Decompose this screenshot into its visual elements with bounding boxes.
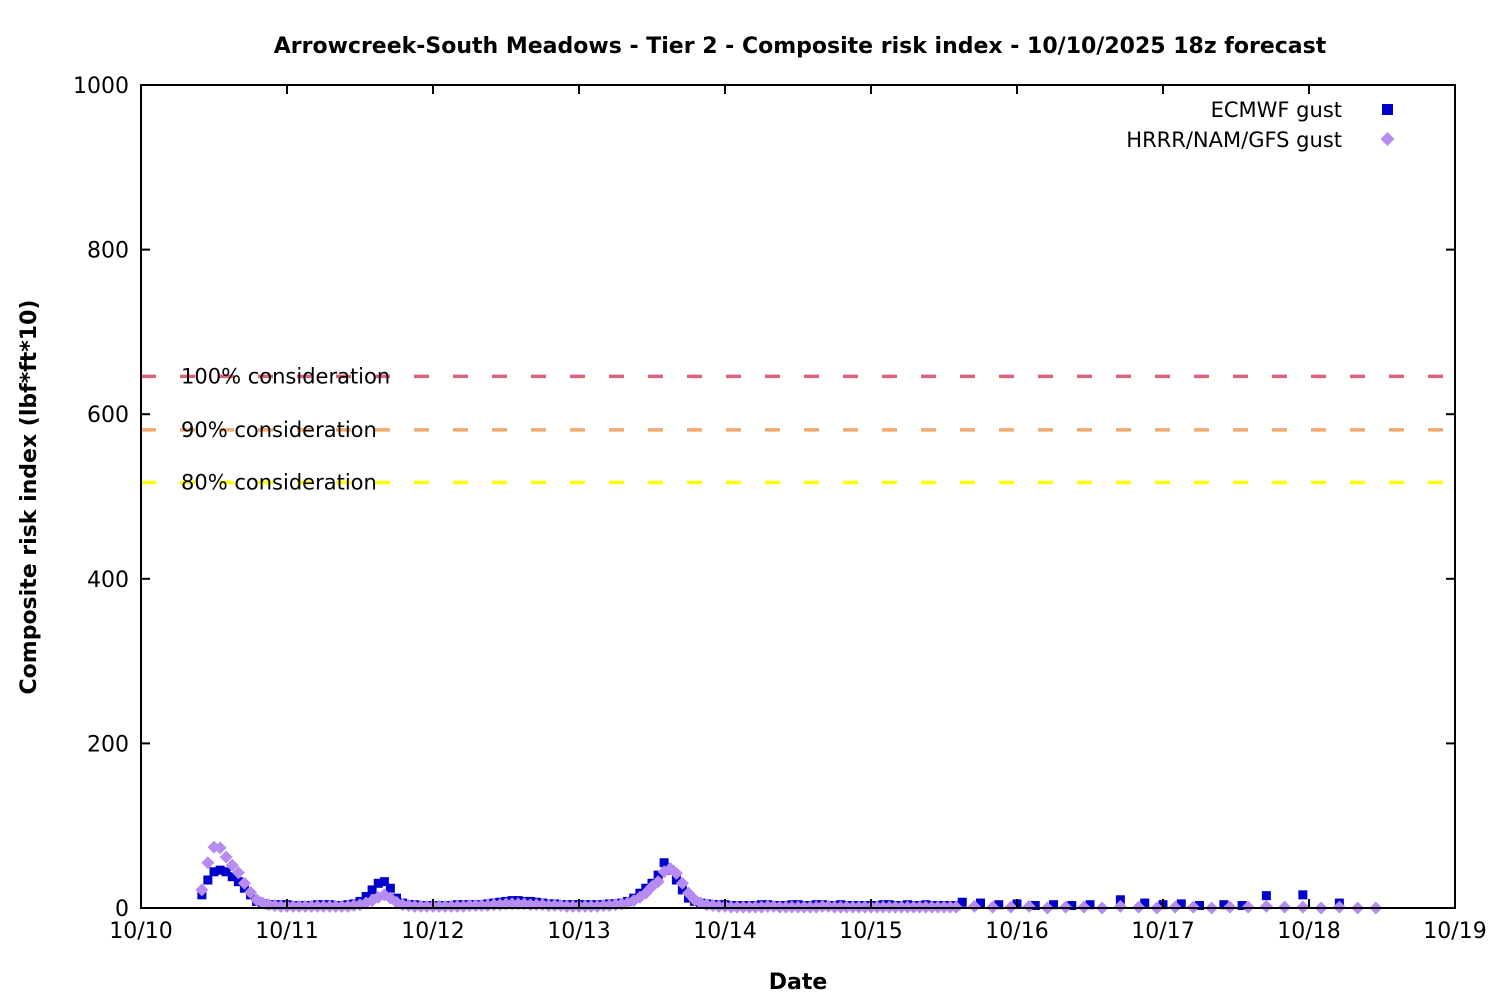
data-point-hrrr-nam-gfs	[195, 883, 209, 897]
data-point-ecmwf	[653, 870, 663, 880]
x-tick-label: 10/12	[401, 919, 464, 944]
y-tick-label: 1000	[73, 74, 129, 99]
data-point-hrrr-nam-gfs	[237, 876, 251, 890]
threshold-lines: 100% consideration 90% consideration 80% c…	[141, 364, 1455, 495]
data-point-ecmwf	[671, 875, 681, 885]
data-point-hrrr-nam-gfs	[1113, 899, 1127, 913]
threshold-label-2: 80% consideration	[181, 471, 377, 495]
data-point-ecmwf	[385, 883, 395, 893]
x-axis-label: Date	[769, 970, 828, 995]
x-tick-label: 10/10	[109, 919, 172, 944]
threshold-label-1: 90% consideration	[181, 418, 377, 442]
data-point-hrrr-nam-gfs	[219, 850, 233, 864]
data-point-ecmwf	[659, 858, 669, 868]
plot-border	[140, 84, 1456, 909]
data-point-ecmwf	[233, 877, 243, 887]
data-point-ecmwf	[677, 885, 687, 895]
data-point-hrrr-nam-gfs	[231, 866, 245, 880]
threshold-label-0: 100% consideration	[181, 364, 390, 388]
data-point-ecmwf	[1140, 898, 1150, 908]
x-tick-label: 10/17	[1131, 919, 1194, 944]
y-tick-label: 600	[87, 403, 129, 428]
x-tick-label: 10/14	[693, 919, 756, 944]
data-point-hrrr-nam-gfs	[669, 866, 683, 880]
data-point-ecmwf	[1085, 900, 1095, 910]
data-point-hrrr-nam-gfs	[967, 899, 981, 913]
x-tick-label: 10/19	[1423, 919, 1486, 944]
data-point-ecmwf	[957, 897, 967, 907]
data-point-hrrr-nam-gfs	[675, 876, 689, 890]
chart-title: Arrowcreek-South Meadows - Tier 2 - Comp…	[274, 34, 1327, 59]
x-tick-label: 10/11	[255, 919, 318, 944]
data-point-ecmwf	[361, 891, 371, 901]
data-point-hrrr-nam-gfs	[225, 858, 239, 872]
data-point-hrrr-nam-gfs	[244, 885, 257, 899]
data-point-ecmwf	[373, 878, 383, 888]
y-tick-label: 400	[87, 568, 129, 593]
y-tick-label: 800	[87, 239, 129, 264]
x-tick-label: 10/16	[985, 919, 1048, 944]
x-tick-label: 10/15	[839, 919, 902, 944]
axes: 0 200 400 600 800 1000 10/10 10/11 10/12 10/13 10/…	[73, 74, 1487, 944]
y-axis-label: Composite risk index (lbf*ft*10)	[17, 300, 42, 695]
data-point-ecmwf	[209, 867, 219, 877]
data-point-ecmwf	[994, 900, 1004, 910]
data-point-ecmwf	[1067, 901, 1077, 911]
data-point-ecmwf	[203, 875, 213, 885]
data-point-ecmwf	[227, 872, 237, 882]
data-point-ecmwf	[221, 867, 231, 877]
data-point-ecmwf	[1195, 901, 1204, 911]
data-point-ecmwf	[379, 877, 389, 887]
data-point-ecmwf	[1237, 901, 1247, 911]
data-point-ecmwf	[1261, 891, 1271, 901]
data-point-ecmwf	[215, 865, 225, 875]
data-point-hrrr-nam-gfs	[1259, 899, 1273, 913]
data-point-ecmwf	[1219, 900, 1229, 910]
data-point-ecmwf	[1030, 901, 1040, 911]
x-tick-label: 10/13	[547, 919, 610, 944]
data-point-hrrr-nam-gfs	[213, 841, 227, 855]
data-series	[195, 840, 1383, 915]
legend-marker-square-icon	[1382, 104, 1393, 115]
legend-label-ecmwf: ECMWF gust	[1211, 98, 1342, 122]
data-point-ecmwf	[1176, 899, 1186, 909]
data-point-ecmwf	[367, 885, 377, 895]
data-point-ecmwf	[1049, 900, 1058, 910]
legend-label-hrrr-nam-gfs: HRRR/NAM/GFS gust	[1126, 128, 1342, 152]
data-point-hrrr-nam-gfs	[1022, 899, 1036, 913]
data-point-ecmwf	[976, 898, 985, 908]
data-point-hrrr-nam-gfs	[201, 856, 215, 870]
legend-marker-diamond-icon	[1380, 132, 1395, 146]
x-tick-label: 10/18	[1277, 919, 1340, 944]
data-point-hrrr-nam-gfs	[651, 875, 665, 889]
data-point-ecmwf	[1115, 895, 1125, 905]
legend: ECMWF gust HRRR/NAM/GFS gust	[1126, 98, 1395, 152]
y-tick-label: 0	[115, 897, 129, 922]
data-point-ecmwf	[1298, 890, 1308, 900]
y-tick-label: 200	[87, 732, 129, 757]
